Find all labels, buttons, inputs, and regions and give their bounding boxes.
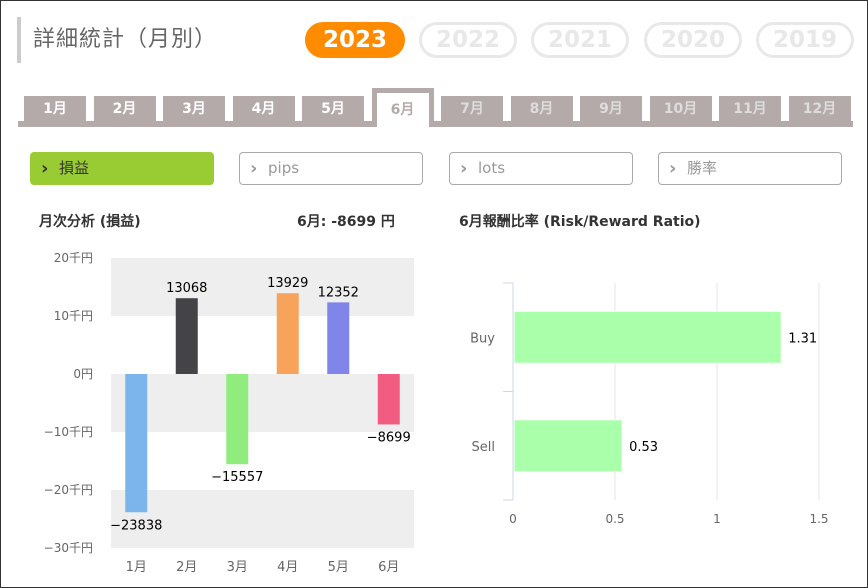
month-tab-4[interactable]: 4月 <box>232 96 295 123</box>
x-tick-label: 5月 <box>328 560 349 575</box>
month-tab-9[interactable]: 9月 <box>580 96 642 123</box>
month-tab-10[interactable]: 10月 <box>649 96 712 123</box>
month-tab-11[interactable]: 11月 <box>719 96 781 123</box>
year-button-2019[interactable]: 2019 <box>756 22 854 58</box>
x-tick-label: 6月 <box>378 560 399 575</box>
bar-1 <box>125 374 148 513</box>
rr-bar-buy <box>513 310 782 364</box>
y-tick-label: −10千円 <box>44 425 93 439</box>
y-tick-label: 10千円 <box>54 309 93 323</box>
x-tick-label: 4月 <box>277 560 298 575</box>
x-tick-label: 2月 <box>176 560 197 575</box>
year-button-2022[interactable]: 2022 <box>419 22 517 58</box>
bar-value-label: 13929 <box>267 276 308 291</box>
x-tick-label: 1 <box>713 512 721 526</box>
x-tick-label: 3月 <box>227 560 248 575</box>
rr-chart-title: 6月報酬比率 (Risk/Reward Ratio) <box>459 214 701 230</box>
chevron-right-icon: › <box>41 158 49 179</box>
chevron-right-icon: › <box>460 158 468 179</box>
bar-4 <box>276 293 299 374</box>
metric-button-pips[interactable]: › pips <box>239 152 423 185</box>
y-category-label: Buy <box>470 331 495 346</box>
year-button-2020[interactable]: 2020 <box>644 22 742 58</box>
metric-label: 損益 <box>59 159 90 177</box>
grid-band <box>111 490 414 548</box>
month-tab-12[interactable]: 12月 <box>788 96 851 123</box>
bar-3 <box>226 374 249 465</box>
y-tick-label: 20千円 <box>54 251 93 265</box>
y-tick-label: −30千円 <box>44 541 93 555</box>
month-tab-1[interactable]: 1月 <box>24 96 86 123</box>
title-accent-bar <box>17 17 21 63</box>
monthly-chart-title: 月次分析 (損益) <box>39 214 141 230</box>
metric-label: lots <box>478 159 506 177</box>
grid-band <box>111 258 414 316</box>
chevron-right-icon: › <box>669 158 677 179</box>
grid-band <box>111 374 414 432</box>
month-tab-3[interactable]: 3月 <box>163 96 225 123</box>
bar-value-label: −15557 <box>211 470 263 485</box>
month-tab-5[interactable]: 5月 <box>302 96 364 123</box>
bar-5 <box>327 302 350 374</box>
month-tab-8[interactable]: 8月 <box>510 96 573 123</box>
month-tab-7[interactable]: 7月 <box>441 96 503 123</box>
x-tick-label: 1月 <box>126 560 147 575</box>
chevron-right-icon: › <box>250 158 258 179</box>
month-tab-2[interactable]: 2月 <box>93 96 156 123</box>
y-tick-label: 0円 <box>73 367 93 381</box>
month-tab-baseline <box>18 121 853 127</box>
year-button-2021[interactable]: 2021 <box>531 22 629 58</box>
bar-value-label: 1.31 <box>788 331 817 346</box>
y-tick-label: −20千円 <box>44 483 93 497</box>
bar-value-label: 0.53 <box>629 440 658 455</box>
y-category-label: Sell <box>472 440 495 455</box>
month-tab-6[interactable]: 6月 <box>371 88 434 127</box>
metric-label: 勝率 <box>687 159 718 177</box>
bar-value-label: −8699 <box>367 430 411 445</box>
year-button-2023[interactable]: 2023 <box>305 22 405 58</box>
metric-button-lots[interactable]: › lots <box>449 152 633 185</box>
bar-2 <box>175 298 198 374</box>
bar-value-label: 13068 <box>166 281 207 296</box>
metric-label: pips <box>268 159 300 177</box>
bar-value-label: −23838 <box>110 518 162 533</box>
metric-button-win-rate[interactable]: › 勝率 <box>658 152 842 185</box>
rr-bar-sell <box>513 419 623 473</box>
monthly-chart-summary: 6月: -8699 円 <box>297 214 395 230</box>
x-tick-label: 0 <box>509 512 517 526</box>
metric-button-profit[interactable]: › 損益 <box>30 152 214 185</box>
x-tick-label: 1.5 <box>809 512 828 526</box>
page-title: 詳細統計（月別） <box>33 27 218 52</box>
bar-6 <box>377 374 400 425</box>
x-tick-label: 0.5 <box>605 512 624 526</box>
bar-value-label: 12352 <box>318 285 359 300</box>
